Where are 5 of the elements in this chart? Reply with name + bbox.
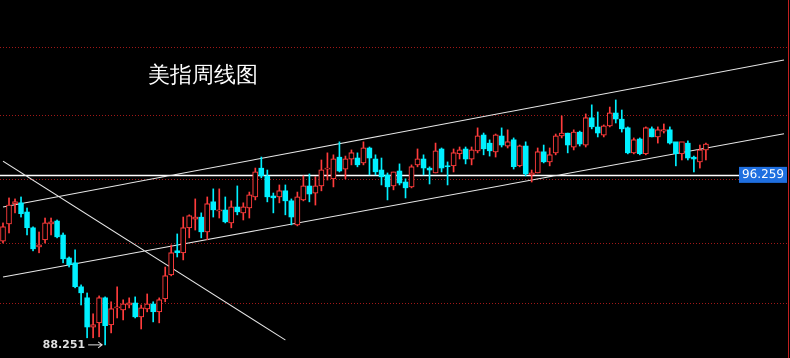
candlestick [426,166,432,184]
annotation: 88.251 [42,338,86,351]
annotation: 96.259 [742,167,784,182]
chart-title: 美指周线图 [148,62,258,90]
candlestick [36,232,42,254]
